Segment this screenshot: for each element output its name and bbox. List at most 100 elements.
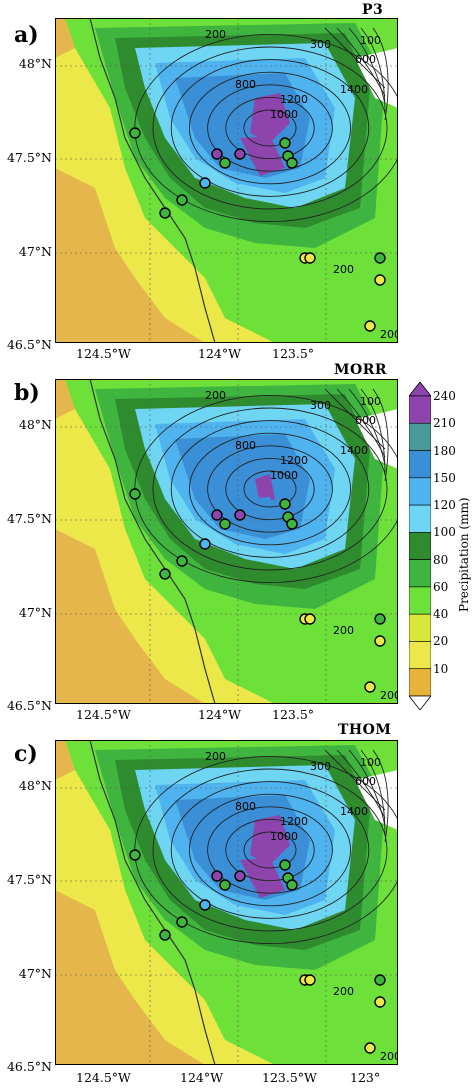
contour-label: 1400	[340, 444, 368, 457]
panel-a-scheme: P3	[362, 2, 384, 18]
station-marker	[199, 899, 211, 911]
terrain-contour	[188, 432, 352, 546]
station-marker	[211, 870, 223, 882]
terrain-contour	[243, 109, 297, 147]
station-marker	[364, 1042, 376, 1054]
contour-label: 200	[333, 624, 354, 637]
station-marker	[129, 849, 141, 861]
colorbar-tick-label: 180	[433, 443, 456, 458]
terrain-contour	[152, 46, 388, 210]
station-marker	[129, 488, 141, 500]
contour-label: 200	[380, 1050, 398, 1063]
colorbar-title: Precipitation (mm)	[457, 497, 471, 612]
coastline	[89, 18, 216, 343]
xtick-c-1235: 123.5°W	[262, 1070, 317, 1085]
contour-label: 100	[360, 395, 381, 408]
coastline	[89, 379, 216, 704]
station-marker	[374, 974, 386, 986]
colorbar-top-arrow	[409, 382, 431, 397]
station-marker	[176, 916, 188, 928]
station-marker	[364, 681, 376, 693]
terrain-contour	[207, 445, 333, 533]
terrain-contour	[188, 71, 352, 185]
contour-label: 600	[355, 53, 376, 66]
colorbar-segment	[409, 613, 431, 642]
colorbar-segment	[409, 450, 431, 479]
colorbar-bottom-arrow	[409, 695, 431, 710]
contour-label: 200	[205, 750, 226, 763]
colorbar-tick-label: 240	[433, 389, 456, 403]
colorbar-tick-label: 10	[433, 661, 449, 676]
contour-label: 1000	[270, 830, 298, 843]
contour-label: 200	[205, 389, 226, 402]
ytick-c-475: 47.5°N	[6, 872, 52, 887]
station-marker	[219, 157, 231, 169]
xtick-b-1245: 124.5°W	[76, 707, 131, 722]
station-marker	[219, 518, 231, 530]
panel-b-scheme: MORR	[334, 362, 387, 378]
contour-label: 100	[360, 34, 381, 47]
station-marker	[374, 996, 386, 1008]
colorbar-tick-label: 150	[433, 470, 456, 485]
station-marker	[159, 568, 171, 580]
terrain-contour	[348, 27, 386, 105]
map-frame	[55, 740, 398, 1065]
xtick-c-123: 123°	[350, 1070, 381, 1085]
contour-label: 300	[310, 38, 331, 51]
max-precip-core	[250, 815, 290, 865]
colorbar-tick-label: 20	[433, 634, 449, 649]
terrain-contour	[360, 27, 386, 113]
station-marker	[234, 148, 246, 160]
station-marker	[279, 498, 291, 510]
station-marker	[129, 127, 141, 139]
terrain-contour	[348, 749, 386, 827]
colorbar-segment	[409, 532, 431, 560]
terrain-contour	[152, 407, 388, 571]
station-marker	[159, 929, 171, 941]
station-marker	[211, 148, 223, 160]
terrain-contour	[152, 768, 388, 932]
low-precip-region	[55, 890, 205, 1065]
low-precip-region	[55, 168, 205, 343]
station-marker	[234, 509, 246, 521]
station-marker	[304, 974, 316, 986]
contour-label: 1200	[280, 815, 308, 828]
contour-label: 800	[235, 78, 256, 91]
contour-label: 200	[333, 985, 354, 998]
contour-label: 1000	[270, 108, 298, 121]
station-marker	[374, 274, 386, 286]
colorbar-segment	[409, 422, 431, 451]
max-precip-core	[255, 474, 275, 504]
panel-c-scheme: THOM	[338, 722, 392, 738]
max-precip-core	[250, 93, 290, 143]
ytick-a-47: 47°N	[18, 244, 52, 259]
ytick-b-47: 47°N	[18, 605, 52, 620]
station-marker	[374, 252, 386, 264]
colorbar-tick-label: 120	[433, 498, 456, 513]
terrain-contour	[243, 831, 297, 869]
colorbar-tick-label: 40	[433, 607, 449, 622]
colorbar-tick-label: 210	[433, 416, 456, 431]
station-marker	[176, 555, 188, 567]
station-marker	[234, 870, 246, 882]
map-panel-a: 200 300 100 600 1400 800 1200 1000 200 200	[55, 18, 398, 343]
colorbar-segment	[409, 668, 431, 697]
station-marker	[286, 879, 298, 891]
ytick-a-48: 48°N	[18, 56, 52, 71]
ytick-a-465: 46.5°N	[6, 337, 52, 352]
ytick-c-465: 46.5°N	[6, 1059, 52, 1074]
terrain-contour	[243, 470, 297, 508]
terrain-contour	[207, 84, 333, 172]
map-frame	[55, 18, 398, 343]
station-marker	[199, 538, 211, 550]
coastline	[89, 740, 216, 1065]
colorbar-segment	[409, 395, 431, 424]
xtick-c-124: 124°W	[180, 1070, 223, 1085]
contour-label: 600	[355, 414, 376, 427]
ytick-b-475: 47.5°N	[6, 511, 52, 526]
station-marker	[279, 859, 291, 871]
colorbar-tick-label: 80	[433, 552, 449, 567]
xtick-b-124: 124°W	[198, 707, 241, 722]
colorbar-segment	[409, 586, 431, 615]
contour-label: 600	[355, 775, 376, 788]
